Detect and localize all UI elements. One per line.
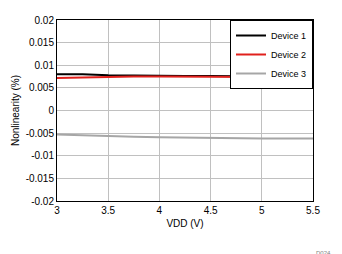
svg-text:3: 3 [54,205,60,216]
svg-text:0.01: 0.01 [35,60,55,71]
svg-text:-0.005: -0.005 [26,128,55,139]
svg-text:-0.01: -0.01 [31,150,54,161]
svg-text:3.5: 3.5 [101,205,115,216]
svg-text:D024: D024 [316,250,331,254]
svg-text:Nonlinearity (%): Nonlinearity (%) [10,75,21,146]
svg-text:Device 3: Device 3 [271,69,306,79]
svg-text:4: 4 [157,205,163,216]
svg-text:Device 1: Device 1 [271,31,306,41]
svg-text:4.5: 4.5 [204,205,218,216]
svg-text:5.5: 5.5 [306,205,320,216]
svg-text:0.02: 0.02 [35,15,55,26]
svg-text:-0.015: -0.015 [26,173,55,184]
svg-text:0: 0 [48,105,54,116]
svg-text:5: 5 [259,205,265,216]
svg-text:0.015: 0.015 [29,37,54,48]
svg-text:-0.02: -0.02 [31,196,54,207]
svg-text:VDD (V): VDD (V) [166,218,203,229]
svg-text:0.005: 0.005 [29,82,54,93]
svg-text:Device 2: Device 2 [271,50,306,60]
